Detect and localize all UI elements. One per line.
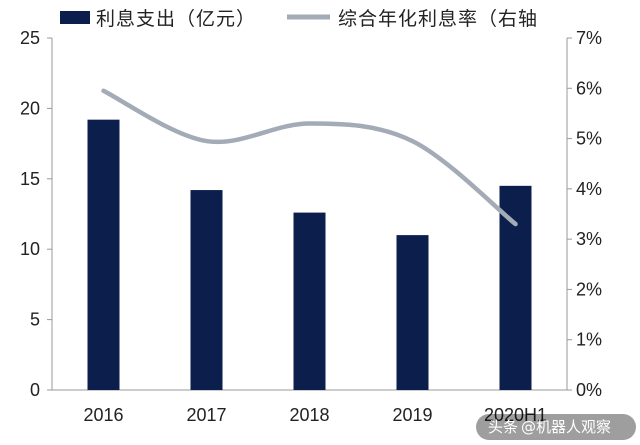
right-axis-ticks: 0% 1% 2% 3% 4% 5% 6% 7% <box>567 28 602 400</box>
x-tick-label: 2017 <box>186 405 226 425</box>
x-tick-label: 2019 <box>392 405 432 425</box>
legend-line-label: 综合年化利息率（右轴 <box>338 8 538 30</box>
bar-2017 <box>190 190 223 390</box>
bar-2016 <box>87 119 120 390</box>
bar-series <box>87 119 532 390</box>
bar-2019 <box>396 235 429 390</box>
watermark-handle: @机器人观察 <box>521 418 611 436</box>
left-axis-ticks: 0 5 10 15 20 25 <box>20 28 52 400</box>
left-tick-label: 5 <box>30 310 40 330</box>
right-tick-label: 7% <box>576 28 602 48</box>
x-axis-ticks: 2016 2017 2018 2019 2020H1 <box>83 405 547 425</box>
right-tick-label: 1% <box>576 330 602 350</box>
x-tick-label: 2018 <box>289 405 329 425</box>
watermark-bg <box>476 414 636 440</box>
right-tick-label: 4% <box>576 179 602 199</box>
bar-2018 <box>293 212 326 390</box>
right-tick-label: 3% <box>576 229 602 249</box>
watermark: 头条 @机器人观察 <box>476 414 636 440</box>
left-tick-label: 0 <box>30 380 40 400</box>
right-tick-label: 5% <box>576 129 602 149</box>
left-tick-label: 10 <box>20 239 40 259</box>
legend-bar-swatch <box>60 11 90 24</box>
left-tick-label: 15 <box>20 169 40 189</box>
x-tick-label: 2020H1 <box>484 405 547 425</box>
bar-2020H1 <box>499 185 532 390</box>
right-tick-label: 2% <box>576 279 602 299</box>
left-tick-label: 20 <box>20 98 40 118</box>
x-tick-label: 2016 <box>83 405 123 425</box>
watermark-prefix: 头条 <box>488 418 518 436</box>
legend: 利息支出（亿元） 综合年化利息率（右轴 <box>60 8 538 30</box>
right-tick-label: 0% <box>576 380 602 400</box>
legend-bar-label: 利息支出（亿元） <box>96 8 256 30</box>
interest-rate-line <box>101 88 518 227</box>
line-series <box>101 88 518 227</box>
right-tick-label: 6% <box>576 78 602 98</box>
left-tick-label: 25 <box>20 28 40 48</box>
